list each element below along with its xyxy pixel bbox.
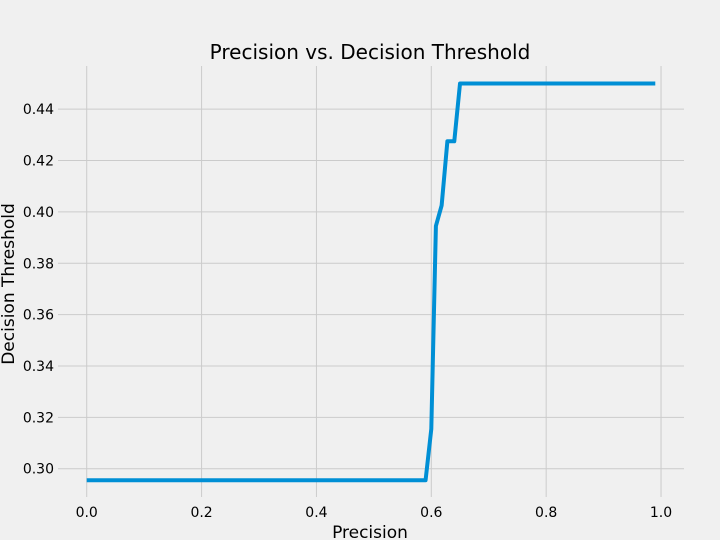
y-tick-label: 0.32 bbox=[23, 410, 54, 426]
chart-title: Precision vs. Decision Threshold bbox=[210, 40, 531, 64]
y-tick-label: 0.30 bbox=[23, 462, 54, 478]
x-axis-label: Precision bbox=[332, 523, 408, 540]
y-axis-label: Decision Threshold bbox=[0, 203, 19, 365]
y-tick-label: 0.34 bbox=[23, 359, 54, 375]
x-tick-label: 0.8 bbox=[535, 505, 557, 521]
y-tick-label: 0.42 bbox=[23, 154, 54, 170]
x-tick-label: 0.4 bbox=[305, 505, 327, 521]
series-line bbox=[86, 81, 656, 483]
y-tick-label: 0.36 bbox=[23, 308, 54, 324]
x-tick-label: 1.0 bbox=[650, 505, 672, 521]
x-tick-label: 0.2 bbox=[190, 505, 212, 521]
y-tick-label: 0.38 bbox=[23, 256, 54, 272]
y-tick-label: 0.44 bbox=[23, 102, 54, 118]
plot-area bbox=[86, 81, 656, 483]
x-tick-label: 0.6 bbox=[420, 505, 442, 521]
x-tick-label: 0.0 bbox=[76, 505, 98, 521]
tick-labels: 0.0 0.2 0.4 0.6 0.8 1.0 0.30 0.32 0.34 0.36 0.38 0.… bbox=[23, 102, 672, 521]
grid bbox=[58, 66, 684, 497]
y-tick-label: 0.40 bbox=[23, 205, 54, 221]
